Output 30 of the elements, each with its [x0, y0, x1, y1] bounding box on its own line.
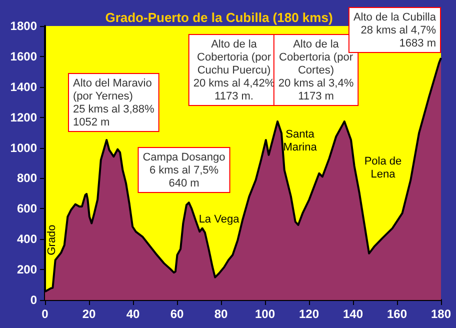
x-tick-label: 20: [82, 307, 96, 321]
x-tick-label: 100: [254, 307, 276, 321]
annotation: Campa Dosango 6 kms al 7,5% 640 m: [142, 152, 226, 190]
annotation: Santa Marina: [283, 128, 318, 154]
y-tick-label: 600: [16, 202, 38, 216]
y-tick-label: 400: [16, 232, 38, 246]
y-tick-label: 1200: [10, 110, 38, 124]
x-tick-label: 160: [386, 307, 408, 321]
y-tick-label: 1400: [10, 80, 38, 94]
annotation: Alto de la Cobertoria (por Cortes) 20 kms al 3,4% 1173 m: [278, 38, 354, 102]
y-tick-label: 1600: [10, 49, 38, 64]
chart-title: Grado-Puerto de la Cubilla (180 kms): [105, 10, 333, 25]
annotation: La Vega: [198, 214, 240, 226]
x-tick-label: 180: [430, 307, 452, 321]
annotation: Alto de la Cubilla 28 kms al 4,7% 1683 m: [353, 12, 437, 50]
annotation: Alto del Maravio (por Yernes) 25 kms al 3,88% 1052 m: [73, 78, 155, 128]
y-tick-label: 0: [30, 293, 38, 307]
y-tick-label: 1000: [10, 140, 38, 155]
x-tick-label: 120: [298, 307, 320, 321]
y-tick-label: 200: [16, 262, 38, 277]
x-tick-label: 140: [342, 307, 364, 321]
x-tick-label: 60: [170, 307, 184, 321]
y-tick-label: 800: [16, 171, 38, 186]
annotation: Alto de la Cobertoria (por Cuchu Puercu) 20 kms al 4,42% 1173 m.: [193, 38, 275, 102]
x-tick-label: 0: [42, 307, 49, 321]
annotation: Pola de Lena: [364, 156, 402, 180]
annotation: Grado: [46, 224, 58, 256]
x-tick-label: 80: [214, 307, 228, 321]
x-tick-label: 40: [126, 307, 140, 321]
y-tick-label: 1800: [10, 19, 38, 33]
